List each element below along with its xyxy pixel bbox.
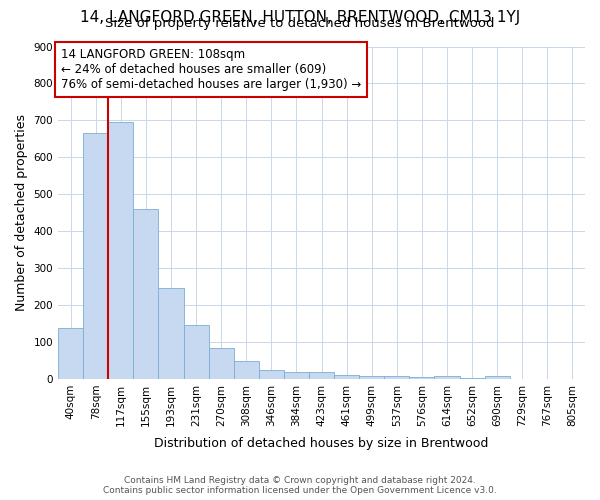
Y-axis label: Number of detached properties: Number of detached properties <box>15 114 28 311</box>
Bar <box>384 376 409 379</box>
Text: Contains HM Land Registry data © Crown copyright and database right 2024.
Contai: Contains HM Land Registry data © Crown c… <box>103 476 497 495</box>
Text: 14 LANGFORD GREEN: 108sqm
← 24% of detached houses are smaller (609)
76% of semi: 14 LANGFORD GREEN: 108sqm ← 24% of detac… <box>61 48 361 91</box>
Bar <box>233 361 259 379</box>
Bar <box>434 376 460 379</box>
Bar <box>108 122 133 379</box>
X-axis label: Distribution of detached houses by size in Brentwood: Distribution of detached houses by size … <box>154 437 489 450</box>
Bar <box>334 375 359 379</box>
Bar <box>359 376 384 379</box>
Bar <box>284 372 309 379</box>
Bar <box>309 372 334 379</box>
Bar <box>259 370 284 379</box>
Bar <box>485 376 510 379</box>
Text: Size of property relative to detached houses in Brentwood: Size of property relative to detached ho… <box>105 18 495 30</box>
Bar <box>209 348 233 379</box>
Text: 14, LANGFORD GREEN, HUTTON, BRENTWOOD, CM13 1YJ: 14, LANGFORD GREEN, HUTTON, BRENTWOOD, C… <box>80 10 520 25</box>
Bar <box>184 326 209 379</box>
Bar <box>158 288 184 379</box>
Bar <box>409 377 434 379</box>
Bar <box>133 209 158 379</box>
Bar <box>460 378 485 379</box>
Bar <box>83 134 108 379</box>
Bar <box>58 328 83 379</box>
